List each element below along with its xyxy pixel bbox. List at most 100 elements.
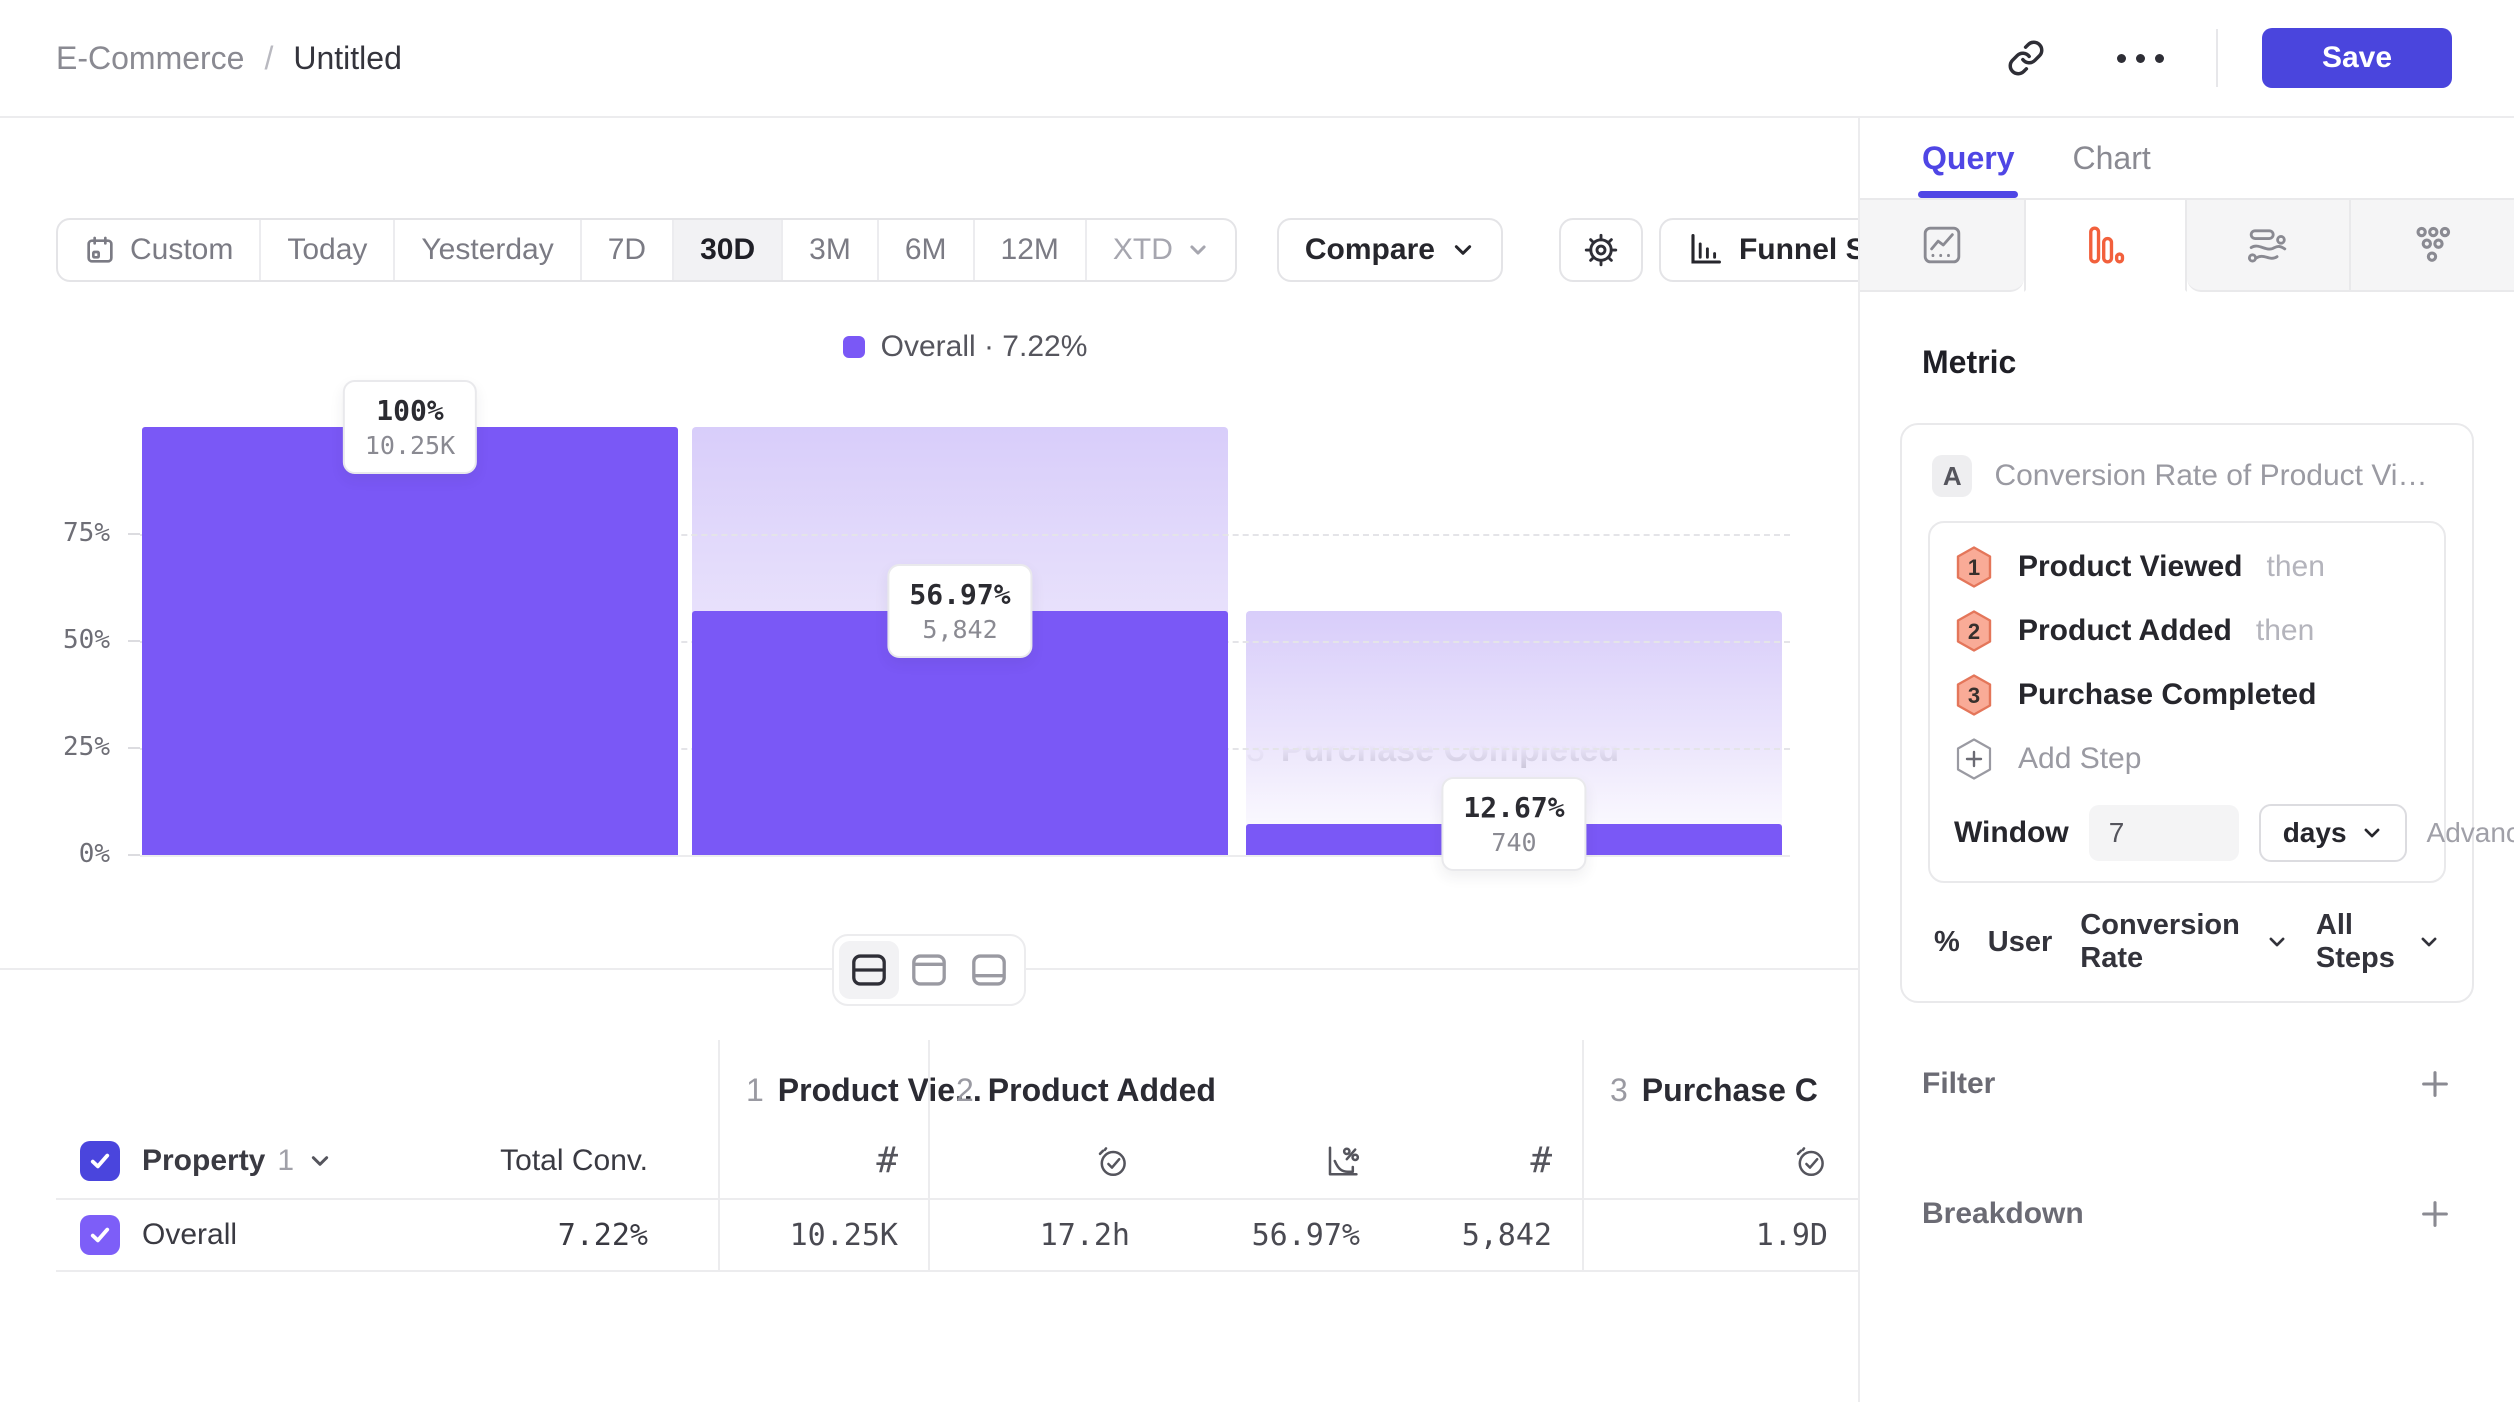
- funnel-step-3-label: 12.67% 740: [1441, 777, 1587, 872]
- more-options-button[interactable]: [2112, 30, 2168, 86]
- compare-button[interactable]: Compare: [1276, 218, 1503, 282]
- total-conv-header[interactable]: Total Conv.: [500, 1143, 648, 1177]
- advanced-dropdown[interactable]: Advanced: [2426, 817, 2514, 848]
- query-panel: Query Chart: [1858, 118, 2514, 1402]
- add-filter-button[interactable]: [2418, 1067, 2452, 1101]
- row-name: Overall: [142, 1218, 238, 1251]
- add-breakdown-button[interactable]: [2418, 1197, 2452, 1231]
- range-6m[interactable]: 6M: [879, 220, 975, 280]
- funnel-step-1-column: 100% 10.25K: [142, 380, 678, 855]
- counting-entity[interactable]: User: [1987, 925, 2053, 958]
- chart-type-strip: [1860, 198, 2514, 292]
- chevron-down-icon[interactable]: [308, 1149, 332, 1173]
- percent-toggle[interactable]: %: [1934, 925, 1960, 958]
- property-label[interactable]: Property: [142, 1143, 266, 1177]
- save-button[interactable]: Save: [2262, 28, 2452, 88]
- metric-card: A Conversion Rate of Product View... 1 P…: [1900, 423, 2514, 1003]
- breadcrumb-project[interactable]: E-Commerce: [56, 39, 245, 76]
- svg-text:2: 2: [1968, 619, 1980, 644]
- step-row-2[interactable]: 2 Product Added then: [1954, 599, 2420, 663]
- window-label: Window: [1954, 816, 2069, 849]
- chart-type-funnel-button[interactable]: [2023, 200, 2187, 292]
- window-unit-dropdown[interactable]: days: [2258, 804, 2407, 862]
- funnel-step-3-column: 12.67% 740: [1246, 427, 1782, 872]
- ellipsis-icon: [2116, 53, 2164, 63]
- cell-step2-count: 5,842: [1390, 1200, 1582, 1272]
- metric-summary: Conversion Rate of Product View...: [1994, 459, 2442, 492]
- range-7d[interactable]: 7D: [582, 220, 675, 280]
- property-index: 1: [277, 1143, 295, 1177]
- chevron-down-icon: [2266, 931, 2288, 953]
- breakdown-section: Breakdown: [1860, 1197, 2514, 1231]
- cell-step2-time: 17.2h: [928, 1200, 1160, 1272]
- breadcrumb-separator: /: [264, 39, 274, 76]
- layout-table-only-button[interactable]: [959, 941, 1019, 999]
- layout-split-icon: [850, 952, 888, 988]
- add-step-hexagon-icon: [1954, 737, 1994, 781]
- metric-letter-badge: A: [1932, 455, 1973, 497]
- funnel-step-2-label: 56.97% 5,842: [887, 564, 1033, 659]
- funnel-steps-card: 1 Product Viewed then 2 Product Added th…: [1928, 521, 2514, 883]
- step-1-hexagon-badge: 1: [1954, 545, 1994, 589]
- stopwatch-check-icon: [1094, 1143, 1130, 1179]
- range-today[interactable]: Today: [261, 220, 396, 280]
- hash-icon: #: [876, 1140, 898, 1181]
- range-12m[interactable]: 12M: [975, 220, 1087, 280]
- tab-chart[interactable]: Chart: [2072, 139, 2151, 176]
- step-3-hexagon-badge: 3: [1954, 673, 1994, 717]
- chart-type-scatter-button[interactable]: [2350, 200, 2514, 292]
- layout-toggle: [832, 934, 1026, 1006]
- layout-chart-only-button[interactable]: [899, 941, 959, 999]
- measure-dropdown[interactable]: Conversion Rate: [2080, 909, 2288, 975]
- scatter-dots-icon: [2410, 223, 2454, 267]
- scope-dropdown[interactable]: All Steps: [2316, 909, 2440, 975]
- gridline-75: [140, 534, 1790, 536]
- range-custom[interactable]: Custom: [58, 220, 262, 280]
- metric-count-header[interactable]: #: [718, 1123, 928, 1200]
- table-row-overall[interactable]: Overall 7.22%: [56, 1200, 718, 1272]
- breadcrumb-title[interactable]: Untitled: [293, 39, 402, 76]
- layout-split-button[interactable]: [839, 941, 899, 999]
- range-yesterday[interactable]: Yesterday: [395, 220, 582, 280]
- svg-text:3: 3: [1968, 683, 1980, 708]
- table-col-step2-name: 2 Product Added: [928, 1040, 1216, 1123]
- metric-time-header[interactable]: [928, 1123, 1160, 1200]
- metric-summary-row[interactable]: A Conversion Rate of Product View...: [1928, 451, 2446, 497]
- chart-type-flow-button[interactable]: [2187, 200, 2351, 292]
- window-value-input[interactable]: [2088, 805, 2239, 861]
- step-row-1[interactable]: 1 Product Viewed then: [1954, 535, 2420, 599]
- chart-legend[interactable]: Overall · 7.22%: [140, 330, 1790, 364]
- funnel-step-1-label: 100% 10.25K: [342, 380, 478, 474]
- add-step-button[interactable]: Add Step: [1954, 727, 2420, 791]
- chart-type-line-button[interactable]: [1860, 200, 2024, 292]
- results-table: 1 Product Vie... 2 Product Added 3 Purchase…: [56, 1040, 1858, 1272]
- tab-query[interactable]: Query: [1917, 118, 2019, 198]
- share-link-button[interactable]: [1998, 30, 2054, 86]
- metric-convrate-header[interactable]: [1160, 1123, 1390, 1200]
- gear-icon: [1581, 230, 1621, 270]
- date-range-segmented-control: Custom Today Yesterday 7D 30D 3M 6M 12M …: [56, 218, 1237, 282]
- row-checkbox[interactable]: [80, 1215, 120, 1255]
- funnel-step-1-bar[interactable]: [142, 427, 678, 855]
- range-30d[interactable]: 30D: [674, 220, 784, 280]
- funnel-percent-icon: [1324, 1143, 1360, 1179]
- filter-section: Filter: [1860, 1067, 2514, 1101]
- calendar-icon: [84, 234, 116, 266]
- y-tick-25: 25%: [63, 732, 110, 762]
- metric-time3-header[interactable]: [1582, 1123, 1858, 1200]
- line-chart-icon: [1920, 223, 1964, 267]
- top-bar: E-Commerce / Untitled Save: [0, 0, 2514, 118]
- y-tick-50: 50%: [63, 625, 110, 655]
- chart-toolbar: Custom Today Yesterday 7D 30D 3M 6M 12M …: [56, 218, 1996, 282]
- step-row-3[interactable]: 3 Purchase Completed: [1954, 663, 2420, 727]
- filter-label: Filter: [1922, 1067, 1996, 1100]
- funnel-bars-icon: [2083, 223, 2127, 267]
- chart-settings-button[interactable]: [1558, 218, 1643, 282]
- chevron-down-icon: [2361, 822, 2383, 844]
- property-checkbox[interactable]: [80, 1140, 120, 1181]
- main-area: Custom Today Yesterday 7D 30D 3M 6M 12M …: [0, 118, 1996, 1402]
- legend-label: Overall · 7.22%: [880, 330, 1088, 363]
- range-3m[interactable]: 3M: [783, 220, 879, 280]
- metric-count2-header[interactable]: #: [1390, 1123, 1582, 1200]
- range-xtd[interactable]: XTD: [1087, 220, 1235, 280]
